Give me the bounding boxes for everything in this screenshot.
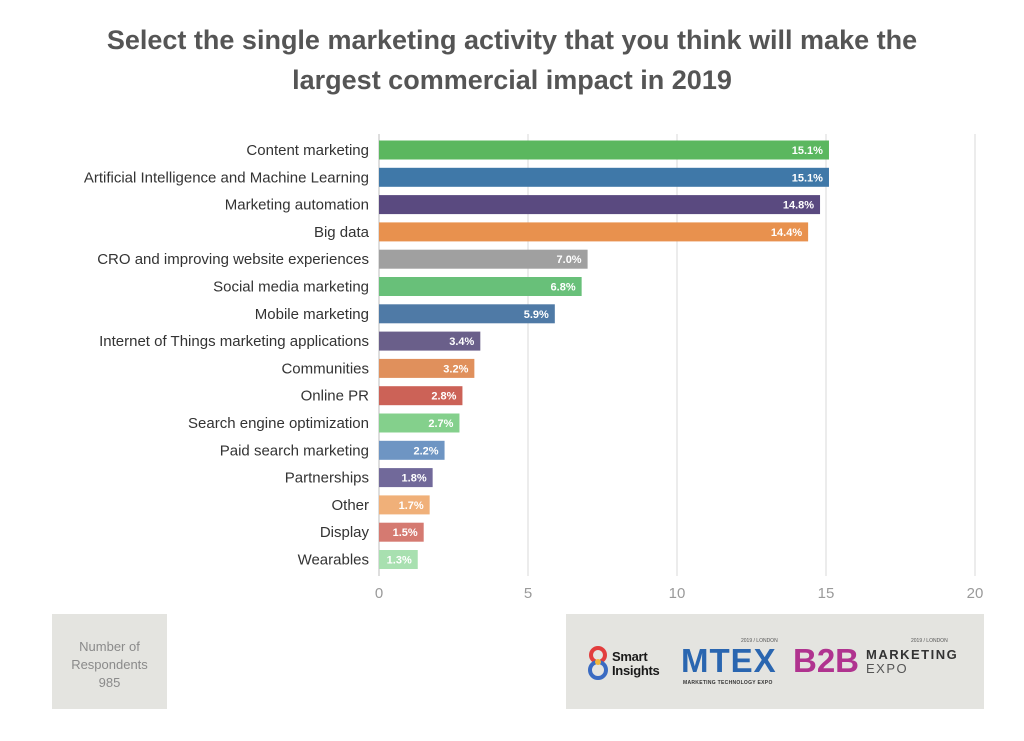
bar-value-label: 5.9% [524,309,549,321]
bar [379,277,582,296]
respondents-panel: Number of Respondents 985 [52,614,167,709]
mtex-wordmark: MTEX [681,642,777,679]
bar [379,468,433,488]
x-tick-label: 20 [967,585,984,602]
b2b-marketing-word: MARKETING [866,647,959,662]
bar [379,222,809,242]
x-tick-label: 15 [818,585,835,602]
respondents-label-2: Respondents [71,657,148,672]
mtex-logo: 2019 / LONDON MTEX MARKETING TECHNOLOGY … [681,638,781,688]
bar [379,140,829,160]
x-tick-label: 0 [375,585,383,602]
mtex-edition: 2019 / LONDON [741,638,778,644]
category-label: Other [331,497,369,514]
b2b-edition: 2019 / LONDON [911,638,948,644]
sponsor-logos-panel: Smart Insights 2019 / LONDON MTEX MARKET… [566,614,984,709]
smart-insights-word-1: Smart [612,649,648,664]
bar [379,550,418,569]
bar-value-label: 2.8% [431,391,456,403]
bar [379,440,445,460]
bar-value-label: 1.5% [393,527,418,539]
bar-value-label: 2.2% [413,445,438,457]
category-label: CRO and improving website experiences [97,251,369,268]
bar-value-label: 14.4% [771,227,802,239]
category-label: Marketing automation [225,197,369,214]
category-label: Big data [314,224,370,241]
mtex-tagline: MARKETING TECHNOLOGY EXPO [683,680,773,686]
category-label: Paid search marketing [220,442,369,459]
b2b-expo-word: EXPO [866,661,909,676]
bar-chart: 0 5 10 15 20 15.1% Content marketing 15.1% Artif… [84,134,984,602]
bar-value-label: 15.1% [792,145,823,157]
bar [379,167,829,187]
chart-title: Select the single marketing activity tha… [0,20,1024,100]
bar-value-label: 15.1% [792,172,823,184]
category-label: Artificial Intelligence and Machine Lear… [84,169,369,186]
x-tick-label: 10 [669,585,686,602]
smart-insights-logo-icon [588,646,608,680]
bar [379,331,481,351]
bar-value-label: 3.2% [443,363,468,375]
category-label: Communities [281,360,369,377]
chart-title-line-2: largest commercial impact in 2019 [292,65,732,95]
bar-value-label: 6.8% [551,282,576,294]
bar [379,386,463,406]
respondents-label-1: Number of [79,639,140,654]
category-label: Internet of Things marketing application… [99,333,369,350]
smart-insights-word-2: Insights [612,663,660,678]
bar [379,249,588,269]
bar-value-label: 14.8% [783,200,814,212]
smart-insights-logo: Smart Insights [586,644,666,684]
x-tick-label: 5 [524,585,532,602]
bar [379,358,475,378]
b2b-marketing-expo-logo: 2019 / LONDON B2B MARKETING EXPO [793,638,973,688]
bar-value-label: 1.8% [402,473,427,485]
category-label: Wearables [298,552,369,569]
category-label: Display [320,524,370,541]
category-label: Content marketing [246,142,369,159]
category-label: Social media marketing [213,279,369,296]
bar [379,413,460,433]
category-label: Search engine optimization [188,415,369,432]
bar [379,304,555,324]
category-label: Mobile marketing [255,306,369,323]
chart-title-line-1: Select the single marketing activity tha… [106,25,918,55]
bar [379,495,430,515]
bar-value-label: 1.7% [399,500,424,512]
bar-value-label: 3.4% [449,336,474,348]
bar [379,522,424,542]
bar-value-label: 1.3% [387,555,412,567]
b2b-wordmark: B2B [793,642,860,679]
category-label: Online PR [301,388,370,405]
category-label: Partnerships [285,470,369,487]
bar-value-label: 7.0% [557,254,582,266]
respondents-count: 985 [98,675,121,690]
bar [379,195,821,215]
bar-value-label: 2.7% [428,418,453,430]
